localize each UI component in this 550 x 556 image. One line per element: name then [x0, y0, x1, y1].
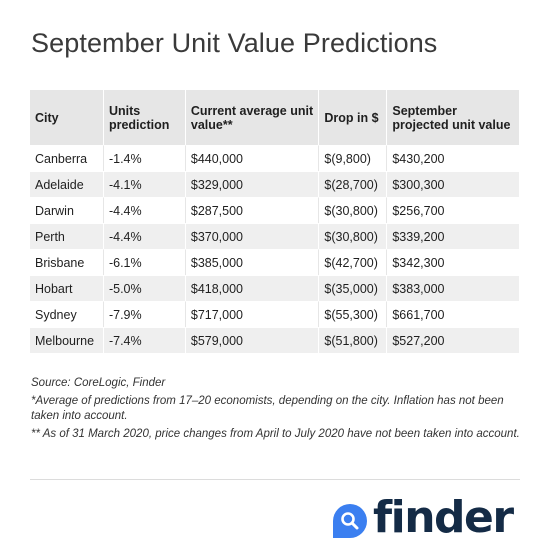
finder-logo: finder	[333, 490, 514, 546]
header-city: City	[30, 90, 104, 145]
header-units-prediction: Units prediction	[103, 90, 186, 145]
table-header-row: City Units prediction Current average un…	[30, 90, 519, 145]
table-row: Canberra -1.4% $440,000 $(9,800) $430,20…	[30, 145, 519, 171]
cell-projected-value: $527,200	[387, 327, 519, 353]
cell-projected-value: $661,700	[387, 301, 519, 327]
cell-drop: $(30,800)	[319, 197, 388, 223]
cell-current-value: $370,000	[185, 223, 320, 249]
cell-city: Canberra	[30, 145, 104, 171]
cell-drop: $(30,800)	[319, 223, 388, 249]
cell-city: Brisbane	[30, 249, 104, 275]
footnotes: Source: CoreLogic, Finder *Average of pr…	[31, 376, 523, 445]
table-row: Adelaide -4.1% $329,000 $(28,700) $300,3…	[30, 171, 519, 197]
table-row: Perth -4.4% $370,000 $(30,800) $339,200	[30, 223, 519, 249]
cell-current-value: $287,500	[185, 197, 320, 223]
cell-prediction: -7.4%	[103, 327, 186, 353]
cell-projected-value: $430,200	[387, 145, 519, 171]
logo-wordmark: finder	[373, 492, 514, 543]
cell-city: Hobart	[30, 275, 104, 301]
cell-city: Sydney	[30, 301, 104, 327]
unit-value-table: City Units prediction Current average un…	[30, 90, 519, 353]
page-title: September Unit Value Predictions	[31, 28, 438, 58]
cell-city: Perth	[30, 223, 104, 249]
cell-projected-value: $256,700	[387, 197, 519, 223]
cell-drop: $(55,300)	[319, 301, 388, 327]
header-current-average: Current average unit value**	[185, 90, 320, 145]
cell-current-value: $440,000	[185, 145, 320, 171]
cell-current-value: $418,000	[185, 275, 320, 301]
cell-prediction: -4.4%	[103, 197, 186, 223]
cell-drop: $(9,800)	[319, 145, 388, 171]
cell-projected-value: $300,300	[387, 171, 519, 197]
cell-current-value: $717,000	[185, 301, 320, 327]
cell-prediction: -4.1%	[103, 171, 186, 197]
cell-projected-value: $339,200	[387, 223, 519, 249]
source-note: Source: CoreLogic, Finder	[31, 377, 166, 389]
cell-prediction: -1.4%	[103, 145, 186, 171]
table-row: Darwin -4.4% $287,500 $(30,800) $256,700	[30, 197, 519, 223]
table-row: Melbourne -7.4% $579,000 $(51,800) $527,…	[30, 327, 519, 353]
footnote-average: *Average of predictions from 17–20 econo…	[31, 395, 504, 422]
cell-city: Darwin	[30, 197, 104, 223]
cell-prediction: -5.0%	[103, 275, 186, 301]
cell-prediction: -7.9%	[103, 301, 186, 327]
cell-drop: $(28,700)	[319, 171, 388, 197]
table-row: Sydney -7.9% $717,000 $(55,300) $661,700	[30, 301, 519, 327]
cell-drop: $(42,700)	[319, 249, 388, 275]
footnote-date: ** As of 31 March 2020, price changes fr…	[31, 428, 520, 440]
cell-projected-value: $383,000	[387, 275, 519, 301]
cell-city: Adelaide	[30, 171, 104, 197]
header-drop: Drop in $	[319, 90, 388, 145]
table-row: Brisbane -6.1% $385,000 $(42,700) $342,3…	[30, 249, 519, 275]
table-row: Hobart -5.0% $418,000 $(35,000) $383,000	[30, 275, 519, 301]
cell-prediction: -6.1%	[103, 249, 186, 275]
footer-divider	[30, 479, 520, 480]
cell-current-value: $579,000	[185, 327, 320, 353]
search-magnifier-icon	[333, 504, 367, 538]
cell-drop: $(35,000)	[319, 275, 388, 301]
cell-city: Melbourne	[30, 327, 104, 353]
cell-drop: $(51,800)	[319, 327, 388, 353]
cell-current-value: $385,000	[185, 249, 320, 275]
cell-projected-value: $342,300	[387, 249, 519, 275]
header-september-projected: September projected unit value	[387, 90, 519, 145]
cell-current-value: $329,000	[185, 171, 320, 197]
cell-prediction: -4.4%	[103, 223, 186, 249]
